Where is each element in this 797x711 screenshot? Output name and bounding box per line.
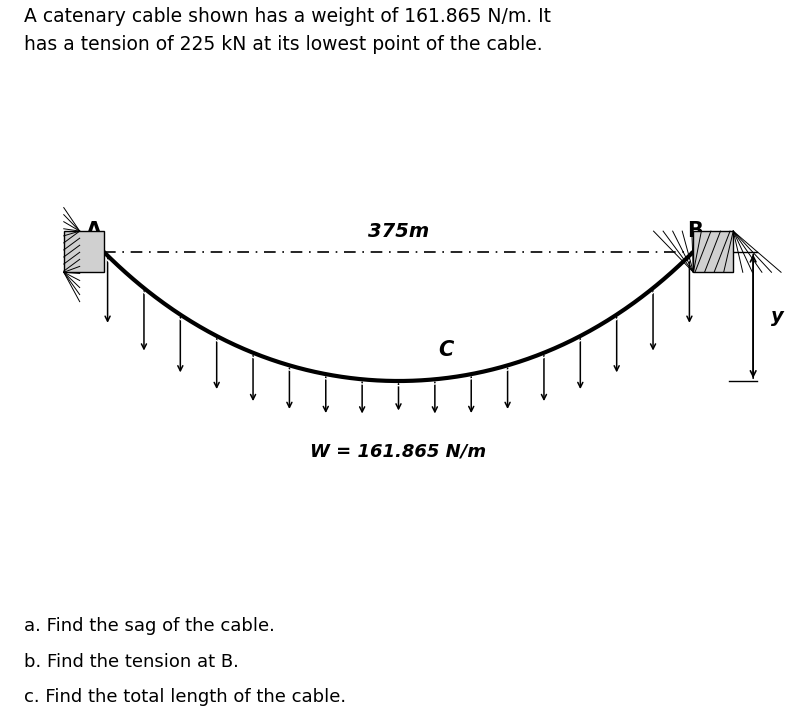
Text: y: y: [771, 307, 783, 326]
Text: 375m: 375m: [368, 222, 429, 241]
Text: C: C: [438, 341, 453, 360]
Bar: [64, 231, 104, 272]
Text: a. Find the sag of the cable.: a. Find the sag of the cable.: [24, 617, 275, 636]
Bar: [693, 231, 733, 272]
Text: b. Find the tension at B.: b. Find the tension at B.: [24, 653, 239, 670]
Text: c. Find the total length of the cable.: c. Find the total length of the cable.: [24, 688, 346, 706]
Text: B: B: [687, 221, 703, 241]
Text: A: A: [86, 221, 102, 241]
Text: W = 161.865 N/m: W = 161.865 N/m: [311, 442, 486, 461]
Text: A catenary cable shown has a weight of 161.865 N/m. It
has a tension of 225 kN a: A catenary cable shown has a weight of 1…: [24, 7, 551, 54]
